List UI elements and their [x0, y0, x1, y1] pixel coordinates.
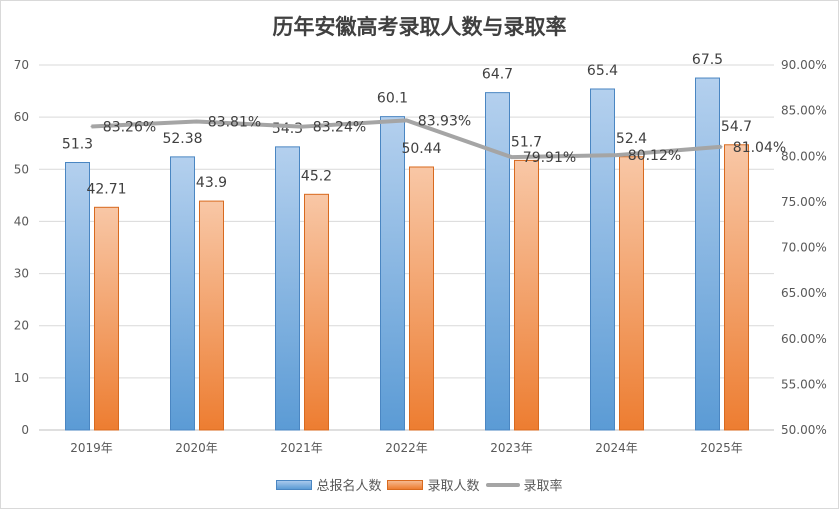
y-tick-label: 20 — [14, 319, 29, 333]
data-label-admitted: 50.44 — [401, 141, 441, 157]
data-label-admitted: 43.9 — [196, 175, 227, 191]
data-label-rate: 83.24% — [313, 120, 366, 136]
rate-point — [300, 125, 303, 128]
x-tick-label: 2021年 — [280, 441, 323, 455]
bar-applicants — [485, 92, 510, 431]
bar-admitted — [514, 159, 539, 431]
data-label-rate: 80.12% — [628, 148, 681, 164]
x-tick-label: 2023年 — [490, 441, 533, 455]
y2-tick-label: 80.00% — [781, 149, 827, 163]
data-label-applicants: 51.3 — [62, 137, 93, 153]
data-label-rate: 83.26% — [103, 120, 156, 136]
data-label-applicants: 60.1 — [377, 91, 408, 107]
y-tick-label: 0 — [21, 423, 29, 437]
rate-point — [510, 156, 513, 159]
data-label-applicants: 52.38 — [162, 131, 202, 147]
bar-admitted — [619, 156, 644, 431]
bar-admitted — [409, 166, 434, 431]
legend-item-admitted: 录取人数 — [387, 475, 480, 494]
y2-tick-label: 70.00% — [781, 241, 827, 255]
y-tick-label: 60 — [14, 110, 29, 124]
x-tick-label: 2020年 — [175, 441, 218, 455]
data-label-admitted: 52.4 — [616, 131, 647, 147]
legend-item-applicants: 总报名人数 — [276, 475, 381, 494]
y-tick-label: 30 — [14, 267, 29, 281]
data-label-applicants: 65.4 — [587, 63, 618, 79]
data-label-admitted: 54.7 — [721, 119, 752, 135]
chart-title: 历年安徽高考录取人数与录取率 — [272, 15, 567, 39]
y2-tick-label: 85.00% — [781, 104, 827, 118]
rate-point — [720, 145, 723, 148]
bar-admitted — [94, 206, 119, 431]
y2-tick-label: 50.00% — [781, 423, 827, 437]
bar-applicants — [380, 116, 405, 431]
rate-point — [195, 120, 198, 123]
x-tick-label: 2025年 — [700, 441, 743, 455]
x-tick-label: 2022年 — [385, 441, 428, 455]
y2-tick-label: 65.00% — [781, 286, 827, 300]
bar-admitted — [304, 193, 329, 431]
data-label-admitted: 45.2 — [301, 168, 332, 184]
data-label-admitted: 51.7 — [511, 134, 542, 150]
y-tick-label: 10 — [14, 371, 29, 385]
bar-applicants — [65, 162, 90, 431]
y-tick-label: 70 — [14, 58, 29, 72]
x-tick-label: 2019年 — [70, 441, 113, 455]
rate-point — [90, 125, 93, 128]
y2-tick-label: 60.00% — [781, 332, 827, 346]
data-label-rate: 83.93% — [418, 113, 471, 129]
bar-applicants — [275, 146, 300, 431]
bar-applicants — [695, 77, 720, 431]
data-label-rate: 81.04% — [733, 140, 786, 156]
x-tick-label: 2024年 — [595, 441, 638, 455]
y2-tick-label: 55.00% — [781, 377, 827, 391]
y2-tick-label: 90.00% — [781, 58, 827, 72]
y-tick-label: 40 — [14, 214, 29, 228]
y-tick-label: 50 — [14, 162, 29, 176]
bar-admitted — [724, 144, 749, 431]
rate-point — [405, 119, 408, 122]
legend: 总报名人数 录取人数 录取率 — [1, 475, 838, 494]
rate-point — [615, 154, 618, 157]
bar-applicants — [170, 156, 195, 431]
bar-admitted — [199, 200, 224, 431]
data-label-rate: 79.91% — [523, 150, 576, 166]
data-label-rate: 83.81% — [208, 114, 261, 130]
data-label-applicants: 67.5 — [692, 52, 723, 68]
y2-tick-label: 75.00% — [781, 195, 827, 209]
data-label-applicants: 54.3 — [272, 121, 303, 137]
data-label-applicants: 64.7 — [482, 67, 513, 83]
legend-item-rate: 录取率 — [485, 475, 563, 494]
data-label-admitted: 42.71 — [86, 181, 126, 197]
bar-applicants — [590, 88, 615, 431]
